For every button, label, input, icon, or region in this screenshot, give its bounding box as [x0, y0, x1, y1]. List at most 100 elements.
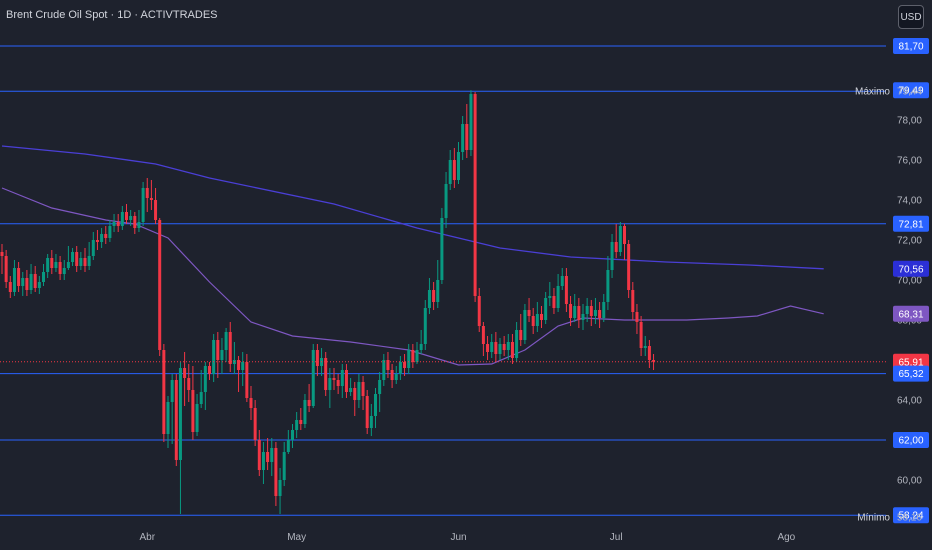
candle-body	[519, 330, 523, 340]
candle	[506, 334, 510, 360]
candle	[141, 182, 145, 226]
candle	[66, 246, 70, 270]
candle	[154, 188, 158, 224]
candle-body	[353, 388, 357, 400]
candle-body	[535, 314, 539, 326]
candle	[544, 292, 548, 324]
candle-body	[54, 262, 58, 268]
candle	[307, 384, 311, 412]
candle-body	[154, 200, 158, 220]
moving-average-long	[1, 145, 824, 270]
candle-body	[432, 290, 436, 302]
candle-body	[145, 188, 149, 198]
candle-body	[589, 306, 593, 316]
candle-body	[274, 448, 278, 496]
candle	[652, 354, 656, 370]
candle	[228, 322, 232, 372]
candle	[191, 366, 195, 440]
candle	[519, 314, 523, 346]
candle-body	[581, 314, 585, 320]
candle	[311, 344, 315, 408]
currency-button[interactable]: USD	[898, 5, 924, 29]
candle	[494, 332, 498, 362]
candle-body	[631, 290, 635, 312]
candle	[481, 322, 485, 356]
candle	[419, 330, 423, 354]
x-tick-label: May	[287, 532, 306, 543]
candle-body	[593, 310, 597, 316]
candle	[178, 362, 182, 514]
candle	[203, 362, 207, 410]
candle	[199, 370, 203, 408]
candle	[195, 394, 199, 436]
candle-body	[187, 378, 191, 390]
candle	[91, 232, 95, 260]
price-tag-box	[893, 82, 929, 99]
candle	[452, 148, 456, 188]
candle	[95, 230, 99, 250]
candle-body	[510, 342, 514, 358]
price-tag-label: 58,24	[898, 511, 923, 522]
candle	[71, 248, 75, 266]
candle	[523, 304, 527, 344]
candle	[589, 300, 593, 326]
candle-body	[369, 416, 373, 428]
extreme-marker-label: Máximo	[855, 87, 890, 98]
candle	[593, 298, 597, 324]
candle-body	[357, 382, 361, 400]
candle-body	[652, 360, 656, 362]
candle	[270, 438, 274, 476]
candle	[266, 438, 270, 470]
candle-body	[261, 452, 265, 470]
candle	[208, 362, 211, 380]
candle	[440, 208, 444, 284]
candle	[635, 304, 639, 334]
extreme-marker: Mínimo 58,16	[857, 512, 922, 523]
candle	[183, 352, 187, 406]
candle	[386, 352, 390, 378]
candle-body	[228, 332, 232, 364]
price-axis[interactable]: 60,0062,0064,0066,0068,0070,0072,0074,00…	[897, 116, 922, 487]
candle-body	[444, 184, 448, 218]
time-axis[interactable]: Abr May Jun Jul Ago	[139, 532, 795, 543]
candle-body	[120, 212, 124, 226]
candle-body	[95, 240, 99, 242]
candle	[556, 274, 560, 312]
candle-body	[332, 378, 336, 380]
candle	[461, 116, 465, 160]
candle	[46, 254, 50, 278]
price-tag: 79,49	[893, 82, 929, 99]
candle-body	[37, 282, 41, 288]
candle-body	[469, 94, 473, 150]
candle	[627, 240, 631, 298]
candle	[349, 378, 353, 396]
candle	[79, 252, 83, 270]
candle	[253, 400, 257, 446]
price-tag-box	[893, 260, 929, 277]
candle	[249, 386, 253, 420]
candle	[444, 172, 448, 228]
candle-body	[224, 332, 228, 350]
candle-body	[0, 252, 4, 256]
candle	[187, 364, 191, 402]
candle-body	[461, 124, 465, 152]
extreme-marker: Máximo 79,44	[855, 87, 922, 98]
price-tag-box	[893, 215, 929, 232]
candle	[531, 308, 535, 334]
price-tag-box	[893, 432, 929, 448]
candle	[237, 356, 241, 392]
candle	[212, 334, 216, 382]
candle	[569, 296, 573, 326]
candle	[332, 368, 336, 390]
candle	[577, 298, 581, 328]
candle-body	[286, 440, 290, 452]
candle-body	[527, 310, 531, 316]
candle	[548, 282, 552, 306]
candle-body	[282, 452, 286, 480]
candle-body	[170, 380, 174, 402]
candle	[639, 316, 643, 356]
candle-body	[133, 216, 137, 228]
candle	[282, 442, 286, 486]
candle-body	[548, 296, 552, 298]
